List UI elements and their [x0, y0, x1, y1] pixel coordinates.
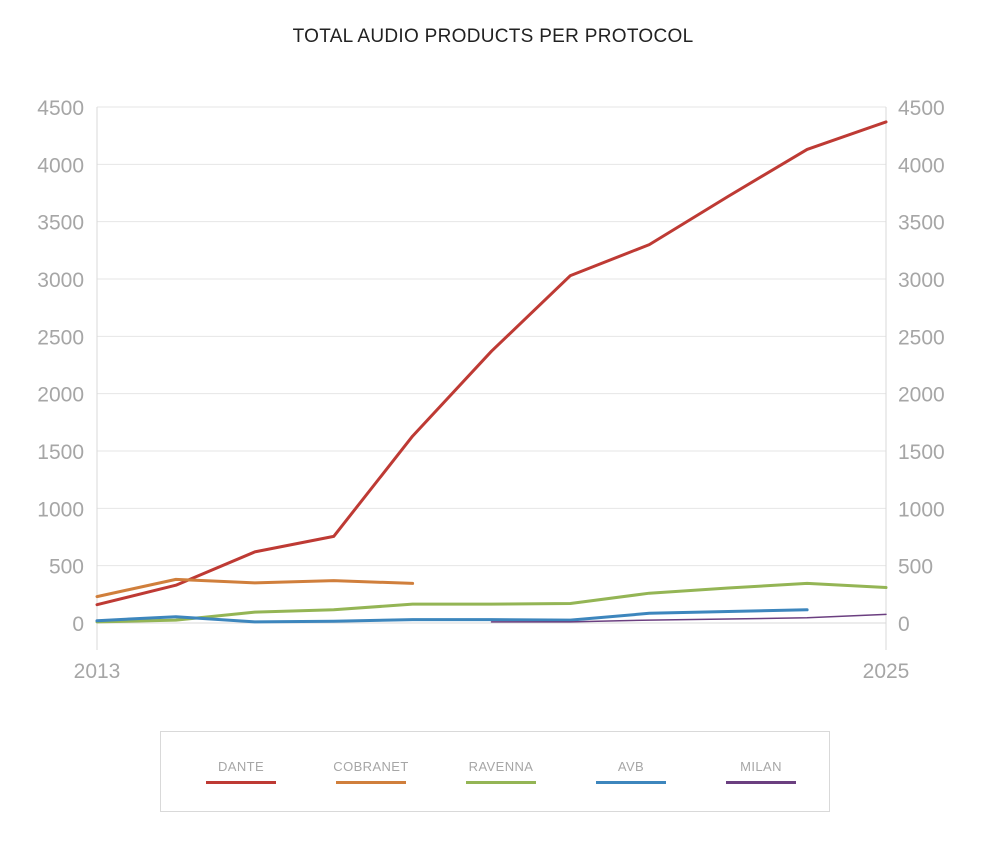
x-tick-label: 2013 — [74, 660, 121, 683]
series-line-cobranet — [95, 577, 415, 599]
legend-swatch — [336, 781, 406, 784]
y-tick-label-right: 4000 — [898, 154, 945, 177]
grid-lines — [97, 106, 886, 567]
series-lines — [95, 120, 888, 624]
legend-label: MILAN — [740, 759, 782, 774]
legend-label: RAVENNA — [468, 759, 534, 774]
series-line-avb — [95, 608, 809, 624]
legend-label: DANTE — [217, 759, 265, 774]
y-tick-label-left: 4500 — [37, 97, 84, 120]
y-tick-label-right: 1000 — [898, 498, 945, 521]
legend-item-ravenna: RAVENNA — [456, 732, 546, 813]
legend-label: AVB — [617, 759, 645, 774]
y-tick-label-right: 3500 — [898, 212, 945, 235]
y-tick-label-left: 2000 — [37, 384, 84, 407]
series-line-dante — [95, 120, 888, 607]
legend-item-cobranet: COBRANET — [326, 732, 416, 813]
y-tick-label-left: 1000 — [37, 498, 84, 521]
y-tick-label-left: 500 — [49, 556, 84, 579]
series-line-milan — [490, 613, 887, 623]
y-tick-label-left: 3000 — [37, 269, 84, 292]
y-tick-label-left: 4000 — [37, 154, 84, 177]
y-tick-label-right: 0 — [898, 613, 910, 636]
legend-swatch — [466, 781, 536, 784]
legend: DANTE COBRANET RAVENNA AVB MILAN — [160, 731, 830, 812]
x-tick-label: 2025 — [863, 660, 910, 683]
y-tick-label-right: 2000 — [898, 384, 945, 407]
legend-item-dante: DANTE — [196, 732, 286, 813]
legend-item-avb: AVB — [586, 732, 676, 813]
series-line-ravenna — [95, 581, 888, 624]
legend-label: COBRANET — [333, 759, 409, 774]
legend-swatch — [596, 781, 666, 784]
axes — [96, 107, 887, 650]
chart-title: TOTAL AUDIO PRODUCTS PER PROTOCOL — [292, 26, 694, 47]
tick-labels: 0 0 500 500 1000 1000 1500 1500 2000 2000 2500 2500… — [37, 97, 944, 683]
y-tick-label-left: 0 — [72, 613, 84, 636]
y-tick-label-left: 1500 — [37, 441, 84, 464]
y-tick-label-right: 2500 — [898, 326, 945, 349]
legend-swatch — [206, 781, 276, 784]
y-tick-label-right: 1500 — [898, 441, 945, 464]
legend-item-milan: MILAN — [716, 732, 806, 813]
legend-swatch — [726, 781, 796, 784]
y-tick-label-right: 3000 — [898, 269, 945, 292]
y-tick-label-right: 4500 — [898, 97, 945, 120]
y-tick-label-left: 3500 — [37, 212, 84, 235]
y-tick-label-right: 500 — [898, 556, 933, 579]
y-tick-label-left: 2500 — [37, 326, 84, 349]
